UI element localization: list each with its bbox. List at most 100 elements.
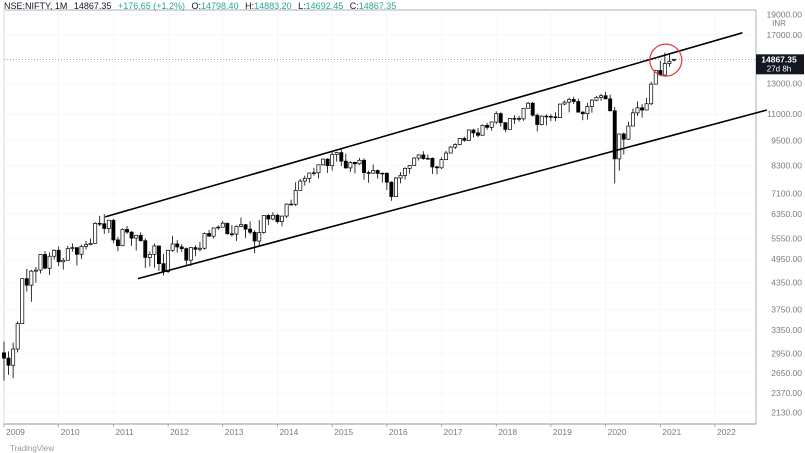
time-tick-label: 2022 bbox=[717, 427, 736, 437]
candle-body bbox=[11, 348, 16, 366]
candle-body bbox=[526, 102, 531, 109]
candle bbox=[175, 240, 180, 253]
time-tick-label: 2018 bbox=[498, 427, 517, 437]
candle-body bbox=[129, 231, 134, 239]
candle-body bbox=[343, 160, 348, 169]
candle-body bbox=[398, 175, 403, 179]
time-tick-label: 2017 bbox=[444, 427, 463, 437]
candle-body bbox=[229, 233, 234, 235]
price-tick-label: 3750.00 bbox=[771, 305, 802, 315]
close-value: 14867.35 bbox=[358, 1, 397, 11]
candle-body bbox=[102, 223, 107, 229]
candle bbox=[239, 217, 243, 228]
candle bbox=[56, 246, 61, 267]
candle-body bbox=[239, 224, 243, 227]
candle-body bbox=[20, 278, 25, 324]
time-tick-label: 2011 bbox=[115, 427, 134, 437]
candle bbox=[102, 214, 107, 234]
current-price-tag bbox=[756, 54, 804, 75]
candle-body bbox=[156, 245, 161, 264]
candle-body bbox=[644, 103, 649, 111]
candle bbox=[544, 114, 549, 126]
candle-body bbox=[630, 112, 635, 127]
candle-body bbox=[521, 107, 526, 120]
candle-body bbox=[507, 118, 512, 130]
candle-body bbox=[544, 115, 549, 118]
candle bbox=[576, 98, 581, 113]
candle bbox=[216, 225, 221, 230]
candle bbox=[416, 154, 421, 161]
candle bbox=[266, 214, 271, 226]
time-axis[interactable]: 2009 2010 2011 2012 2013 2014 2015 2016 2017 2018… bbox=[3, 424, 736, 437]
candle-body bbox=[321, 158, 325, 166]
candle-body bbox=[111, 219, 116, 241]
candle bbox=[252, 230, 257, 254]
candle bbox=[489, 121, 494, 131]
candle-body bbox=[667, 61, 672, 64]
candle-body bbox=[2, 352, 6, 359]
channel-trendline bbox=[137, 109, 768, 280]
candle-body bbox=[640, 107, 645, 111]
candle-body bbox=[403, 168, 407, 176]
candle-body bbox=[375, 170, 380, 174]
current-price-value: 14867.35 bbox=[761, 54, 797, 64]
candle-body bbox=[225, 222, 230, 235]
candle-body bbox=[61, 259, 66, 263]
candle-body bbox=[571, 99, 576, 102]
candle-body bbox=[125, 229, 130, 233]
candle bbox=[421, 151, 426, 160]
price-tick-label: 7100.00 bbox=[771, 189, 802, 199]
candle bbox=[608, 94, 613, 112]
candle-body bbox=[47, 255, 52, 269]
channel-trendline bbox=[104, 32, 743, 218]
candle-body bbox=[585, 106, 590, 115]
candle-body bbox=[211, 227, 216, 237]
candle-body bbox=[29, 270, 34, 286]
candle-body bbox=[84, 244, 88, 247]
candle bbox=[184, 247, 189, 266]
candle bbox=[526, 101, 531, 109]
candle-body bbox=[498, 113, 503, 124]
candle bbox=[548, 114, 553, 122]
candle bbox=[494, 111, 499, 125]
candle-body bbox=[202, 233, 207, 249]
candle bbox=[635, 101, 640, 117]
candle bbox=[188, 247, 193, 266]
candle bbox=[444, 150, 449, 161]
time-tick-label: 2013 bbox=[225, 427, 244, 437]
candle bbox=[15, 321, 20, 353]
candle bbox=[38, 254, 43, 274]
candle-body bbox=[466, 129, 471, 141]
candle-body bbox=[362, 159, 366, 173]
candle-body bbox=[93, 223, 98, 244]
time-tick-label: 2015 bbox=[334, 427, 353, 437]
tradingview-logo[interactable]: TradingView bbox=[10, 444, 55, 453]
candle-body bbox=[252, 231, 257, 242]
candle bbox=[439, 157, 444, 169]
candle-body bbox=[626, 125, 631, 140]
candle bbox=[43, 250, 47, 270]
time-tick-label: 2021 bbox=[662, 427, 681, 437]
candle bbox=[553, 112, 558, 122]
price-tick-label: 17000.00 bbox=[767, 30, 803, 40]
price-axis[interactable]: 19000.0017000.0015000.0013000.0011000.00… bbox=[767, 10, 803, 418]
candle bbox=[535, 113, 540, 132]
candle bbox=[52, 249, 57, 260]
candle-body bbox=[649, 83, 654, 105]
candle bbox=[115, 236, 120, 252]
candle bbox=[261, 215, 266, 234]
candle bbox=[207, 229, 212, 237]
candle bbox=[120, 228, 125, 247]
candle bbox=[134, 234, 139, 251]
candle bbox=[125, 225, 130, 234]
candle-body bbox=[302, 178, 307, 182]
candle-body bbox=[330, 154, 335, 167]
candle bbox=[243, 223, 248, 238]
candle-body bbox=[416, 154, 421, 159]
price-tick-label: 2950.00 bbox=[771, 348, 802, 358]
price-tick-label: 4950.00 bbox=[771, 254, 802, 264]
candle-body bbox=[444, 152, 449, 161]
candle bbox=[275, 213, 280, 224]
candle-body bbox=[562, 101, 567, 105]
